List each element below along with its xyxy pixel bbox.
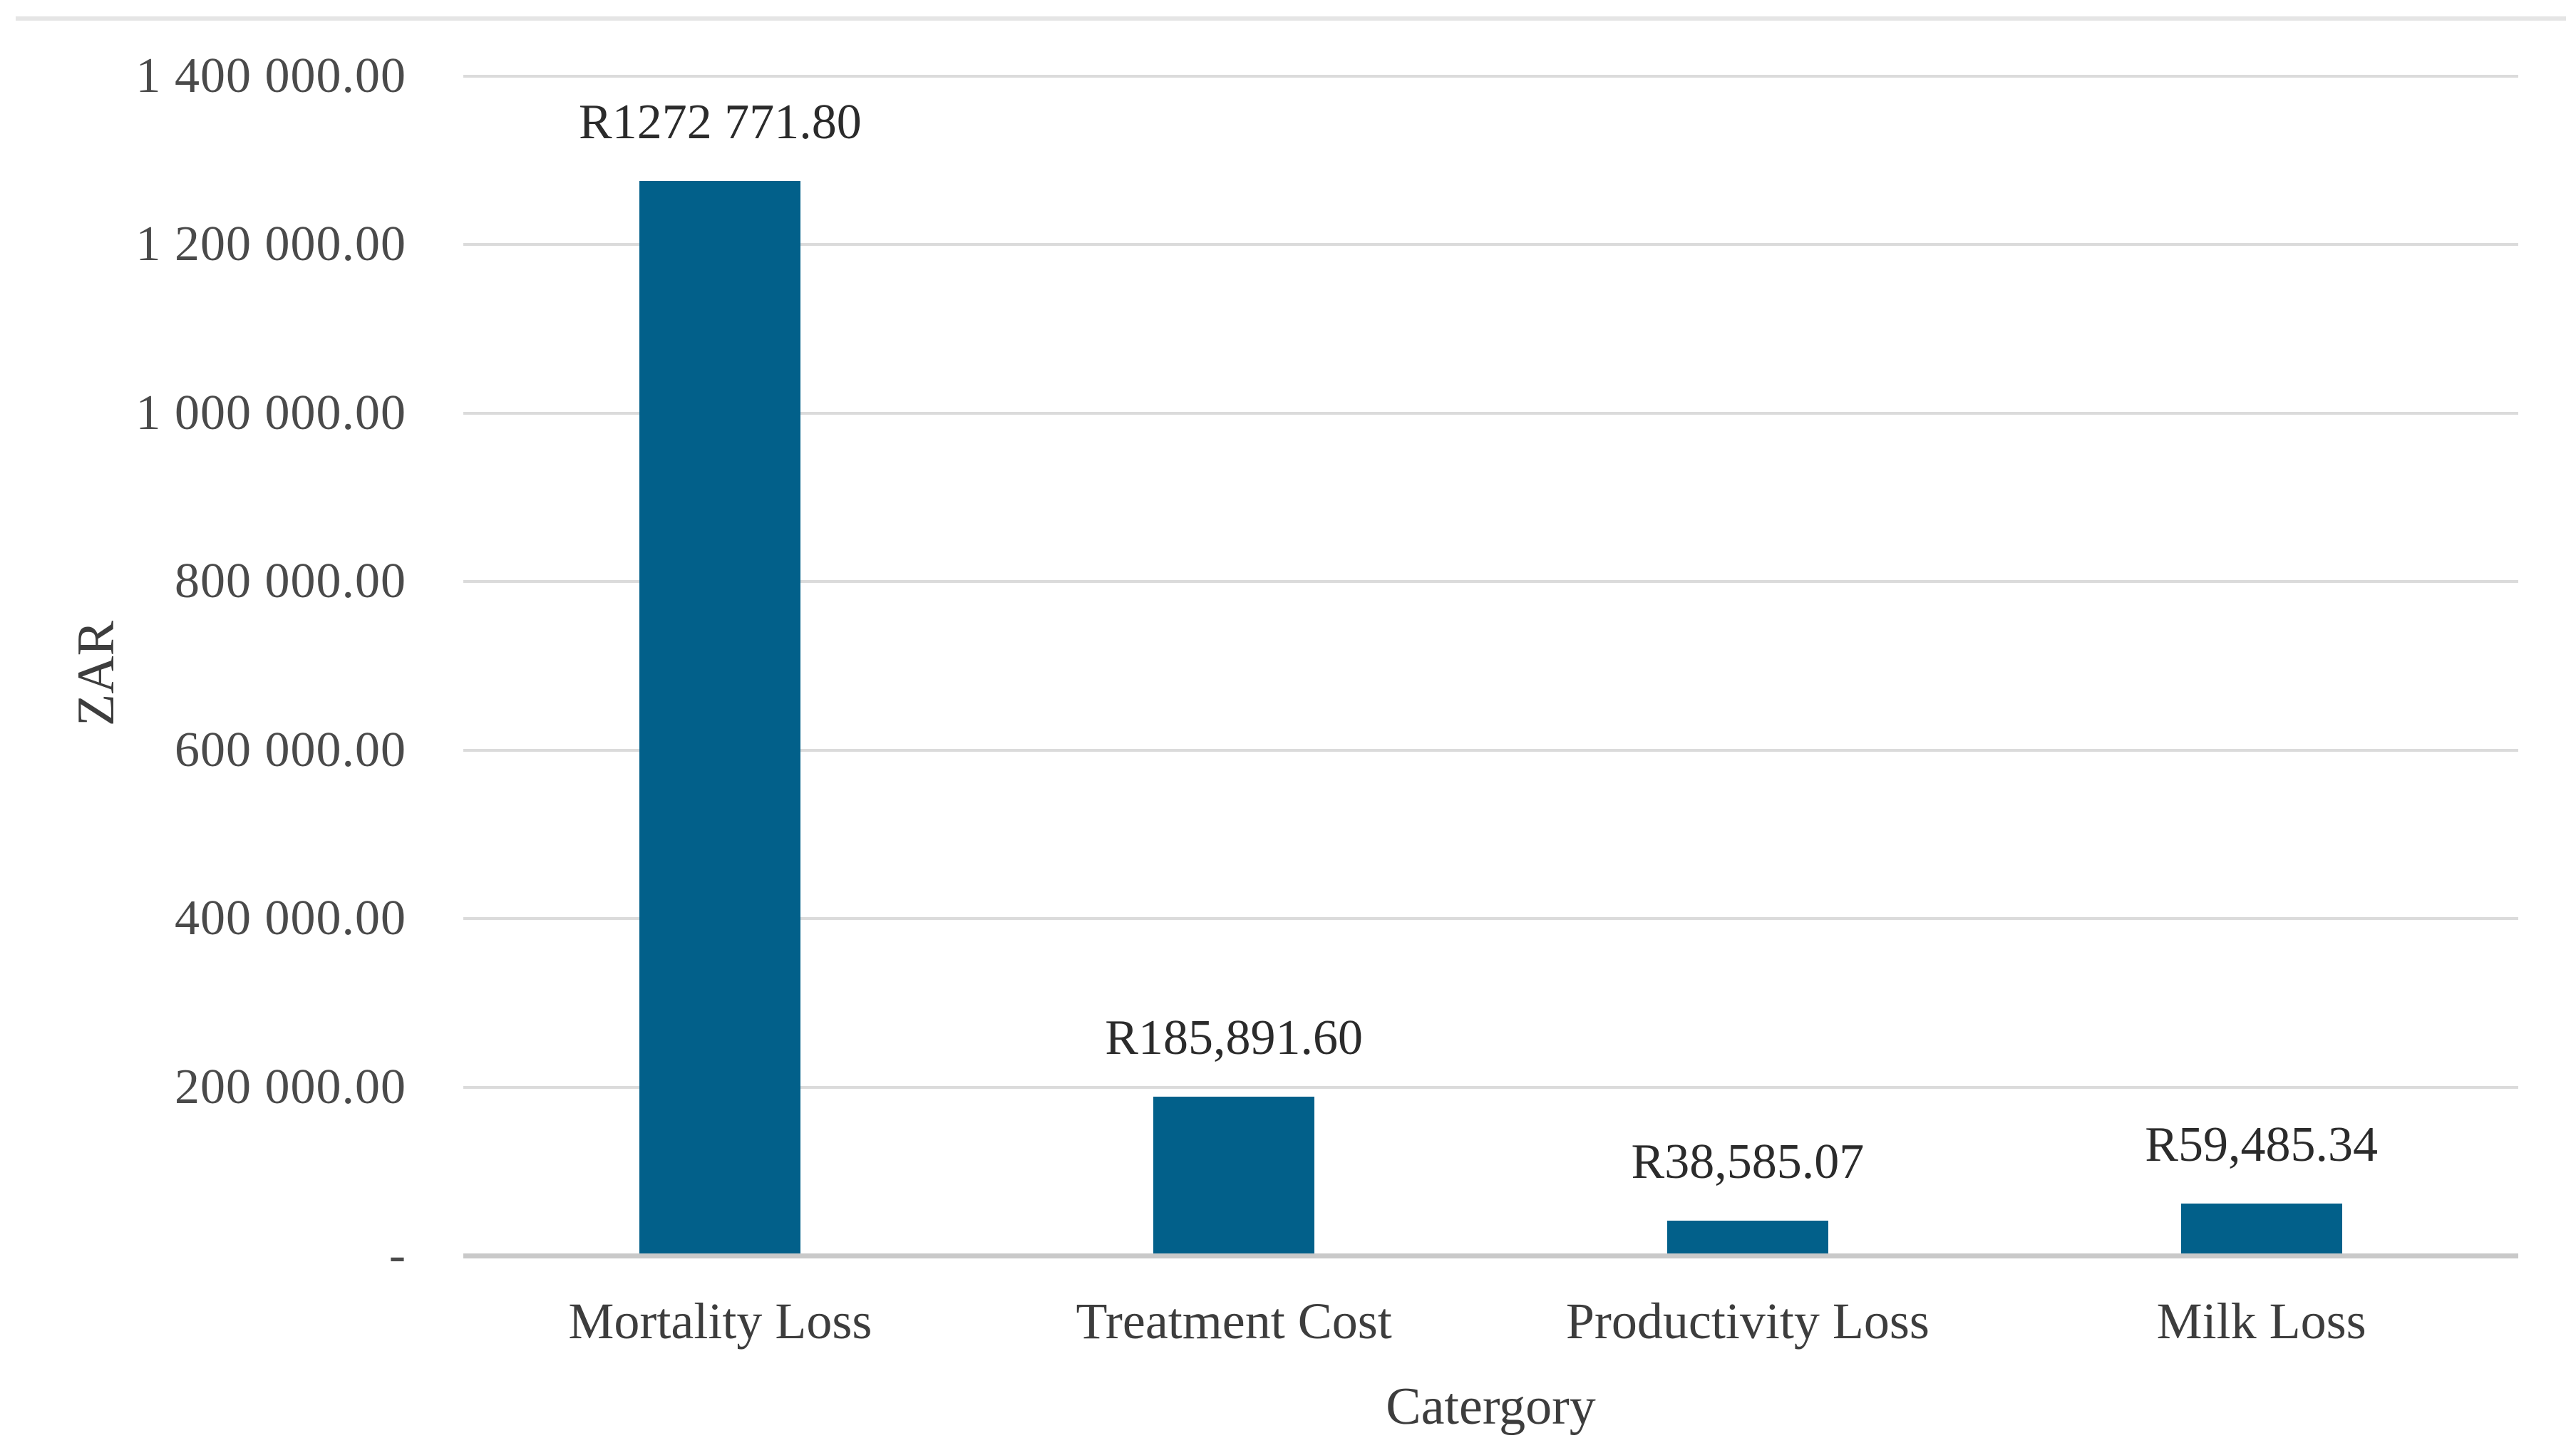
gridline — [463, 917, 2518, 921]
gridline — [463, 411, 2518, 415]
x-axis-title: Catergory — [1386, 1377, 1596, 1436]
bar — [639, 181, 801, 1253]
category-label: Milk Loss — [2156, 1293, 2366, 1350]
gridline — [463, 580, 2518, 584]
y-tick-label: 800 000.00 — [175, 554, 406, 609]
gridline — [463, 748, 2518, 752]
bar — [1666, 1221, 1828, 1253]
y-tick-label: 1 000 000.00 — [135, 385, 406, 440]
bar-value-label: R38,585.07 — [1631, 1134, 1865, 1190]
bar-value-label: R185,891.60 — [1105, 1010, 1363, 1066]
bar — [2180, 1203, 2342, 1253]
gridline — [463, 243, 2518, 247]
y-tick-label: 600 000.00 — [175, 722, 406, 777]
y-tick-label: 1 400 000.00 — [135, 48, 406, 103]
bar-value-label: R59,485.34 — [2145, 1117, 2378, 1172]
y-tick-label: 400 000.00 — [175, 891, 406, 946]
gridline — [463, 1085, 2518, 1089]
y-tick-label: 200 000.00 — [175, 1059, 406, 1114]
y-tick-label: - — [388, 1228, 406, 1283]
gridline — [463, 75, 2518, 78]
y-tick-label: 1 200 000.00 — [135, 217, 406, 272]
x-axis-line — [463, 1253, 2518, 1258]
category-label: Mortality Loss — [568, 1293, 872, 1350]
y-axis-title: ZAR — [67, 621, 125, 726]
bar-value-label: R1272 771.80 — [579, 95, 862, 150]
category-label: Productivity Loss — [1565, 1293, 1930, 1350]
bar — [1153, 1097, 1315, 1253]
category-label: Treatment Cost — [1076, 1293, 1392, 1350]
chart-top-border — [16, 16, 2566, 21]
